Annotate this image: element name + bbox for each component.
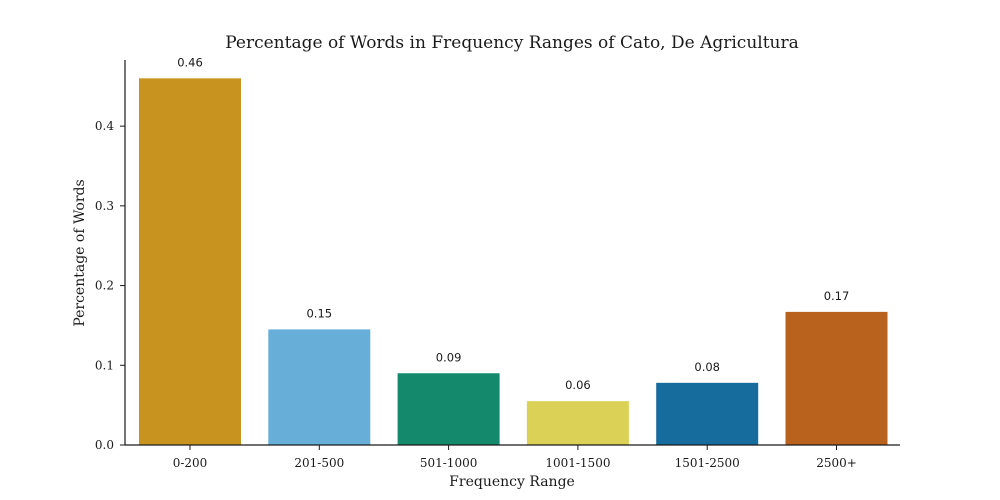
bar-0-200: [139, 78, 241, 445]
bar-201-500: [268, 329, 371, 445]
x-axis-ticks: 0-200 201-500 501-1000 1001-1500 1501-2500 25…: [173, 445, 857, 470]
x-tick-label-501-1000: 501-1000: [420, 456, 478, 470]
data-label-1501-2500: 0.08: [694, 360, 720, 374]
y-tick-label: 0.2: [95, 279, 114, 293]
bar-2500+: [785, 311, 888, 445]
bars-group: [139, 78, 888, 445]
x-tick-label-201-500: 201-500: [294, 456, 344, 470]
bar-501-1000: [397, 373, 500, 445]
data-label-2500+: 0.17: [824, 289, 850, 303]
y-tick-label: 0.1: [95, 358, 114, 372]
data-labels-group: 0.46 0.15 0.09 0.06 0.08 0.17: [177, 55, 849, 392]
y-tick-label: 0.3: [95, 199, 114, 213]
x-tick-label-2500+: 2500+: [816, 456, 857, 470]
x-tick-label-1001-1500: 1001-1500: [545, 456, 610, 470]
data-label-501-1000: 0.09: [436, 350, 462, 364]
x-tick-label-1501-2500: 1501-2500: [675, 456, 740, 470]
bar-1001-1500: [526, 401, 629, 445]
x-tick-label-0-200: 0-200: [173, 456, 208, 470]
y-axis-ticks: 0.0 0.1 0.2 0.3 0.4: [95, 119, 125, 452]
y-tick-label: 0.0: [95, 438, 114, 452]
bar-1501-2500: [656, 382, 759, 445]
data-label-1001-1500: 0.06: [565, 378, 591, 392]
chart-title: Percentage of Words in Frequency Ranges …: [225, 33, 799, 53]
data-label-201-500: 0.15: [306, 306, 332, 320]
y-axis-label: Percentage of Words: [72, 179, 88, 326]
data-label-0-200: 0.46: [177, 55, 203, 69]
x-axis-label: Frequency Range: [449, 474, 575, 490]
y-tick-label: 0.4: [95, 119, 114, 133]
